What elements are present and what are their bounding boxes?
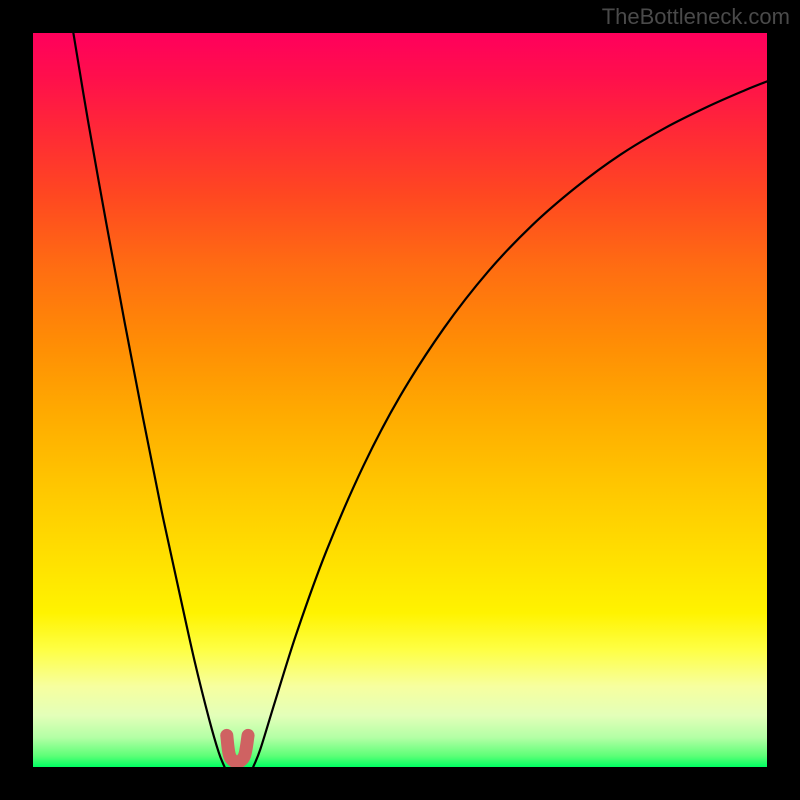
gradient-background xyxy=(33,33,767,767)
bottleneck-chart xyxy=(0,0,800,800)
watermark-text: TheBottleneck.com xyxy=(602,4,790,30)
